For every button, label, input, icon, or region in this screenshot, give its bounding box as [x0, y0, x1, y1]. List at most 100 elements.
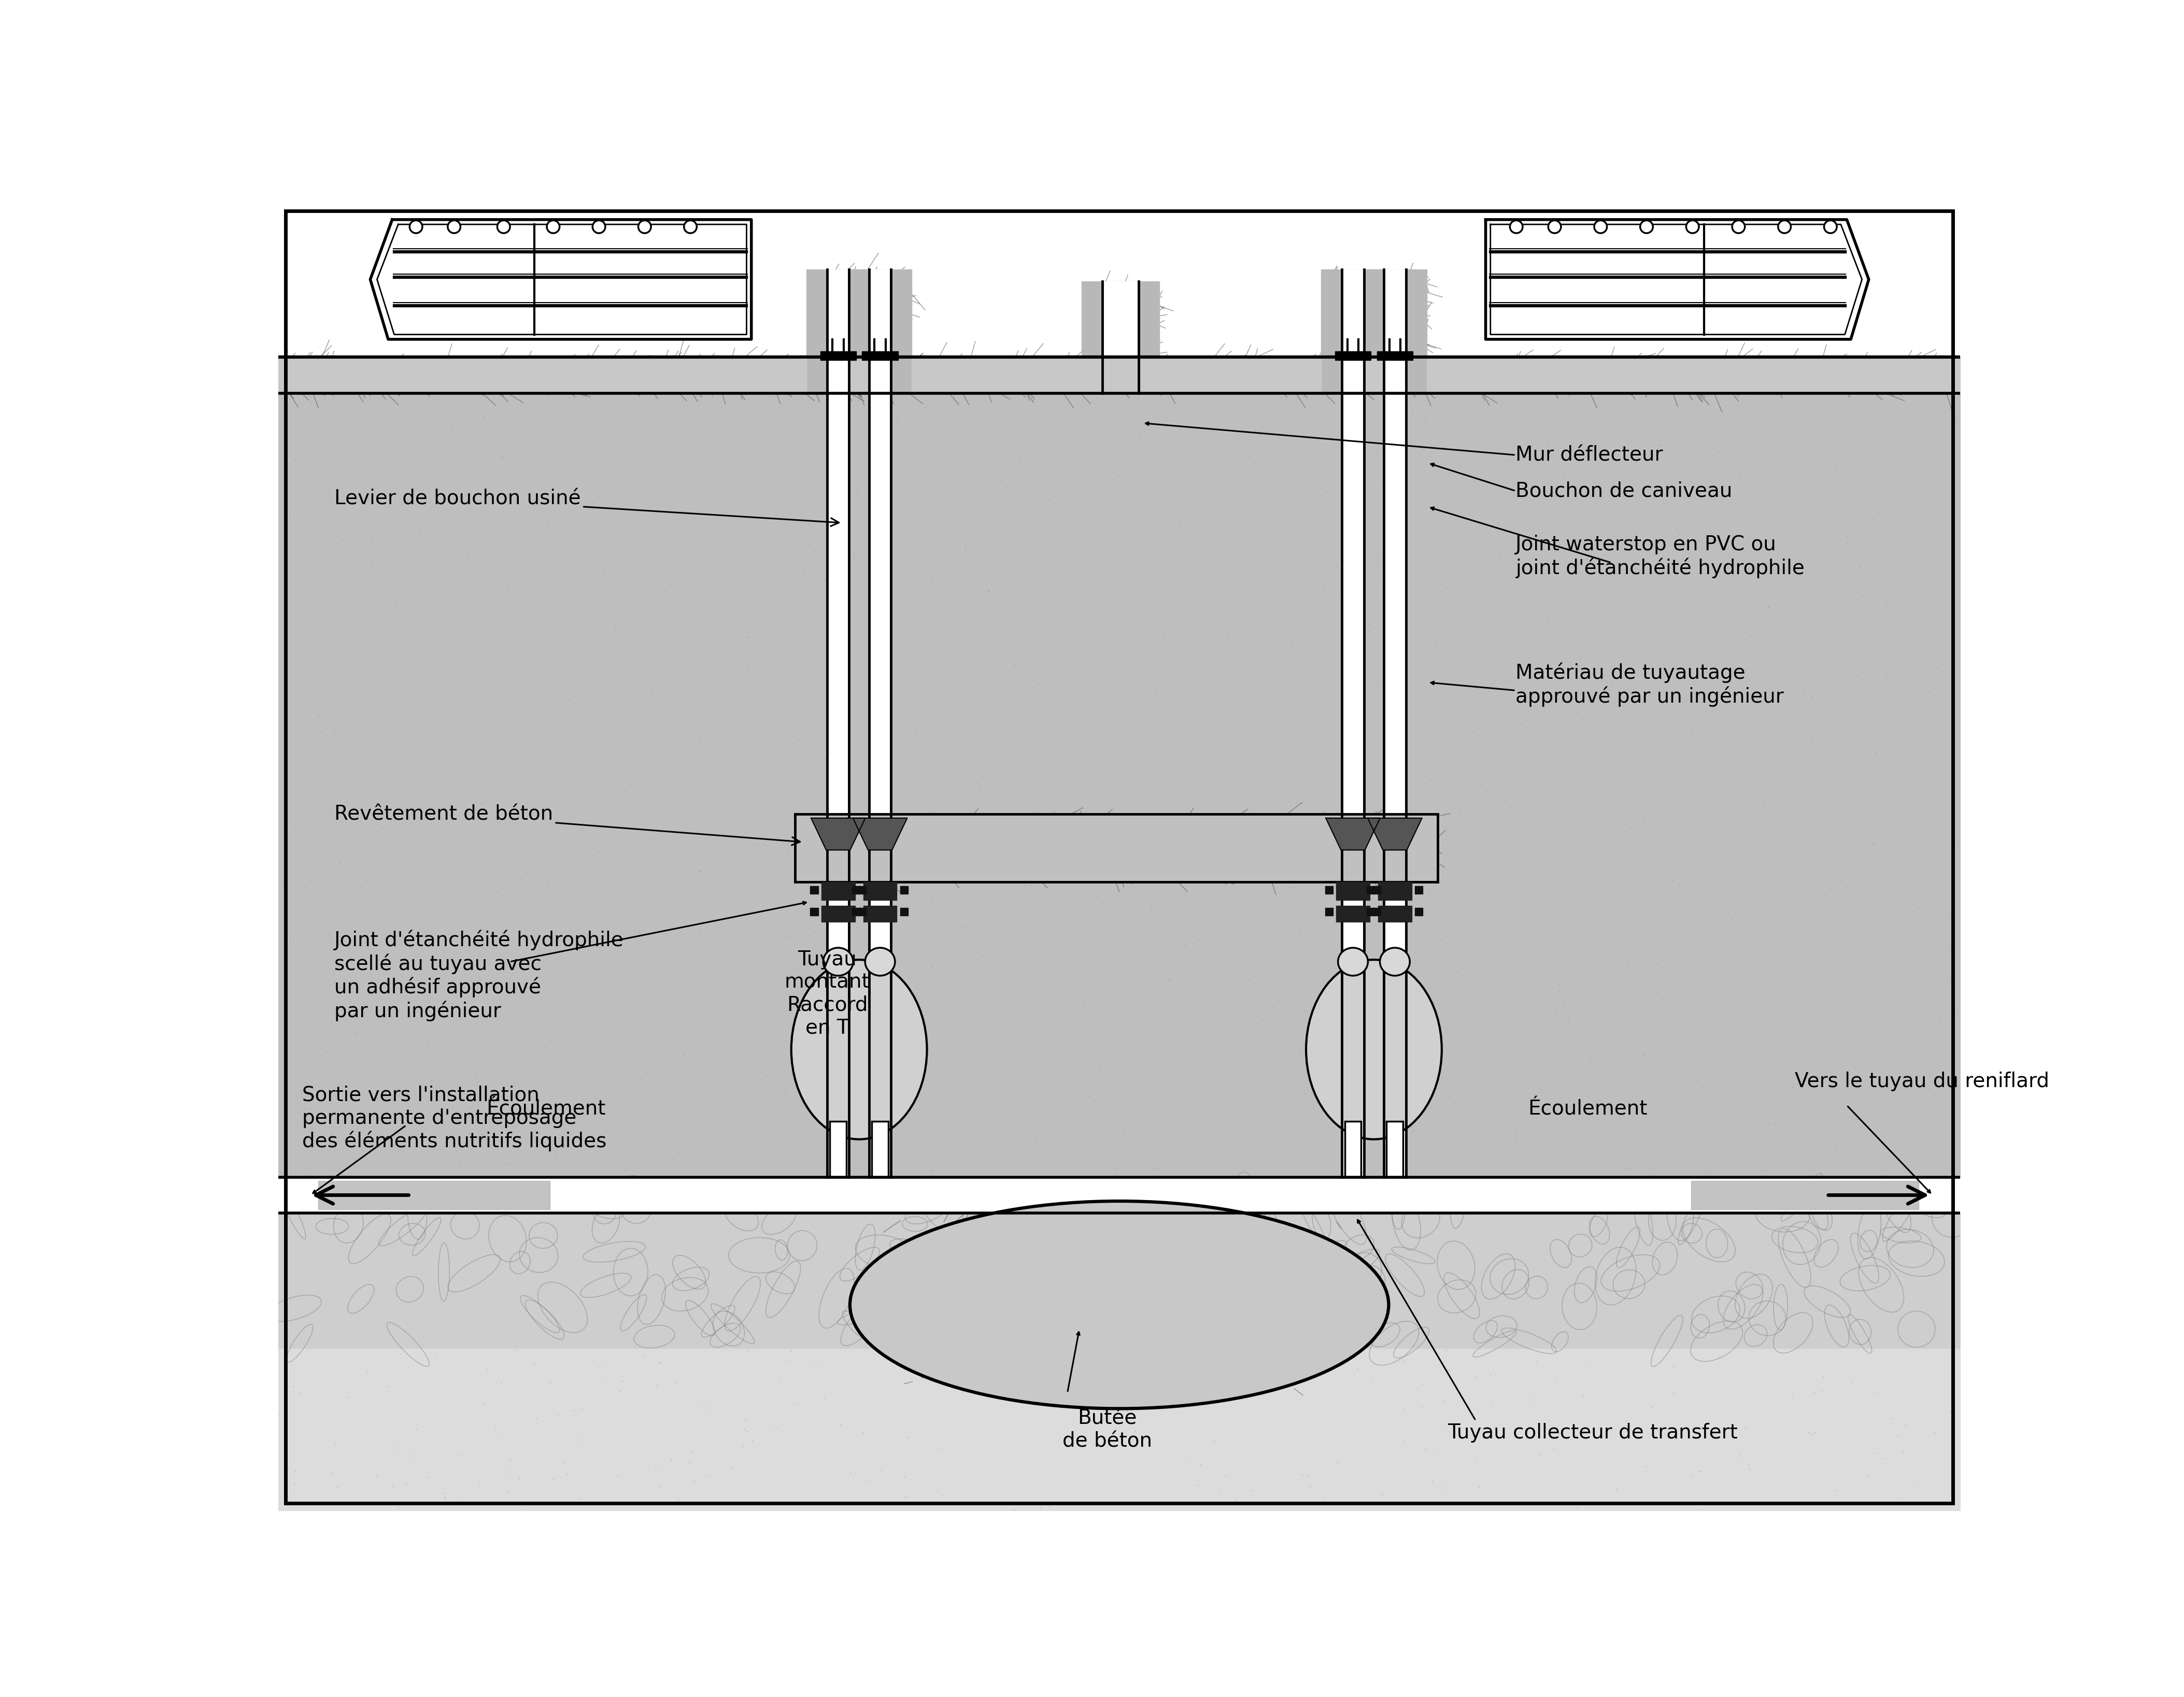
- Point: [1937, 743, 1972, 770]
- Point: [948, 760, 983, 787]
- Point: [478, 1412, 513, 1439]
- Point: [865, 636, 900, 664]
- Point: [778, 399, 812, 426]
- Point: [371, 529, 406, 557]
- Point: [1018, 1127, 1053, 1154]
- Point: [649, 998, 684, 1025]
- Bar: [821, 906, 854, 921]
- Point: [1640, 950, 1675, 977]
- Point: [978, 1112, 1013, 1139]
- Point: [1693, 613, 1728, 640]
- Point: [452, 1095, 487, 1122]
- Point: [1568, 1347, 1603, 1375]
- Point: [411, 1027, 446, 1054]
- Point: [1341, 893, 1376, 920]
- Point: [712, 1010, 747, 1037]
- Point: [1880, 616, 1915, 643]
- Point: [1618, 1113, 1653, 1140]
- Point: [1238, 1380, 1273, 1407]
- Point: [533, 1369, 568, 1397]
- Point: [1837, 967, 1872, 994]
- Point: [417, 385, 452, 412]
- Point: [277, 1458, 312, 1485]
- Point: [1583, 575, 1618, 602]
- Point: [786, 1033, 821, 1061]
- Point: [356, 764, 391, 791]
- Point: [1826, 1174, 1861, 1201]
- Point: [1075, 1040, 1109, 1067]
- Point: [843, 448, 878, 475]
- Point: [878, 1093, 913, 1120]
- Bar: [1376, 351, 1413, 360]
- Point: [1275, 782, 1310, 809]
- Point: [1385, 1061, 1420, 1088]
- Point: [1830, 524, 1865, 552]
- Point: [526, 1056, 561, 1083]
- Point: [832, 1049, 867, 1076]
- Point: [843, 845, 878, 872]
- Point: [915, 954, 950, 981]
- Point: [553, 1120, 587, 1147]
- Point: [1020, 670, 1055, 697]
- Point: [1856, 380, 1891, 407]
- Point: [1210, 1351, 1245, 1378]
- Point: [889, 826, 924, 854]
- Point: [1640, 431, 1675, 458]
- Point: [839, 480, 874, 507]
- Point: [1140, 1156, 1175, 1183]
- Point: [1885, 906, 1920, 933]
- Point: [1387, 716, 1422, 743]
- Point: [933, 674, 968, 701]
- Point: [1158, 882, 1192, 910]
- Point: [871, 677, 906, 704]
- Point: [1354, 382, 1389, 409]
- Point: [1380, 713, 1415, 740]
- Point: [1570, 545, 1605, 572]
- Point: [1230, 1112, 1265, 1139]
- Text: Joint waterstop en PVC ou
joint d'étanchéité hydrophile: Joint waterstop en PVC ou joint d'étanch…: [1516, 535, 1804, 579]
- Point: [727, 453, 762, 480]
- Point: [1059, 701, 1094, 728]
- Point: [968, 1049, 1002, 1076]
- Ellipse shape: [791, 961, 926, 1139]
- Point: [815, 984, 850, 1011]
- Point: [858, 1001, 893, 1028]
- Point: [950, 638, 985, 665]
- Point: [1813, 796, 1848, 823]
- Point: [1933, 1398, 1968, 1425]
- Point: [1094, 426, 1129, 453]
- Point: [915, 1157, 950, 1185]
- Point: [1845, 582, 1880, 609]
- Point: [524, 591, 559, 618]
- Point: [1417, 640, 1452, 667]
- Point: [821, 716, 856, 743]
- Point: [470, 1356, 505, 1383]
- Point: [1479, 984, 1514, 1011]
- Point: [467, 402, 502, 429]
- Bar: [858, 908, 867, 916]
- Point: [1275, 874, 1310, 901]
- Point: [596, 614, 631, 641]
- Point: [1136, 894, 1171, 921]
- Point: [1280, 736, 1315, 764]
- Point: [882, 692, 917, 720]
- Point: [1175, 1049, 1210, 1076]
- Point: [343, 874, 378, 901]
- Point: [1743, 616, 1778, 643]
- Point: [712, 1110, 747, 1137]
- Point: [1747, 840, 1782, 867]
- Point: [996, 750, 1031, 777]
- Point: [1540, 915, 1575, 942]
- Point: [1839, 662, 1874, 689]
- Point: [810, 1069, 845, 1096]
- Point: [1824, 867, 1859, 894]
- Point: [1494, 835, 1529, 862]
- Point: [767, 1137, 802, 1164]
- Point: [1417, 631, 1452, 658]
- Point: [1758, 1110, 1793, 1137]
- Point: [1437, 399, 1472, 426]
- Point: [1498, 479, 1533, 506]
- Point: [937, 954, 972, 981]
- Point: [526, 714, 561, 742]
- Point: [1607, 860, 1642, 888]
